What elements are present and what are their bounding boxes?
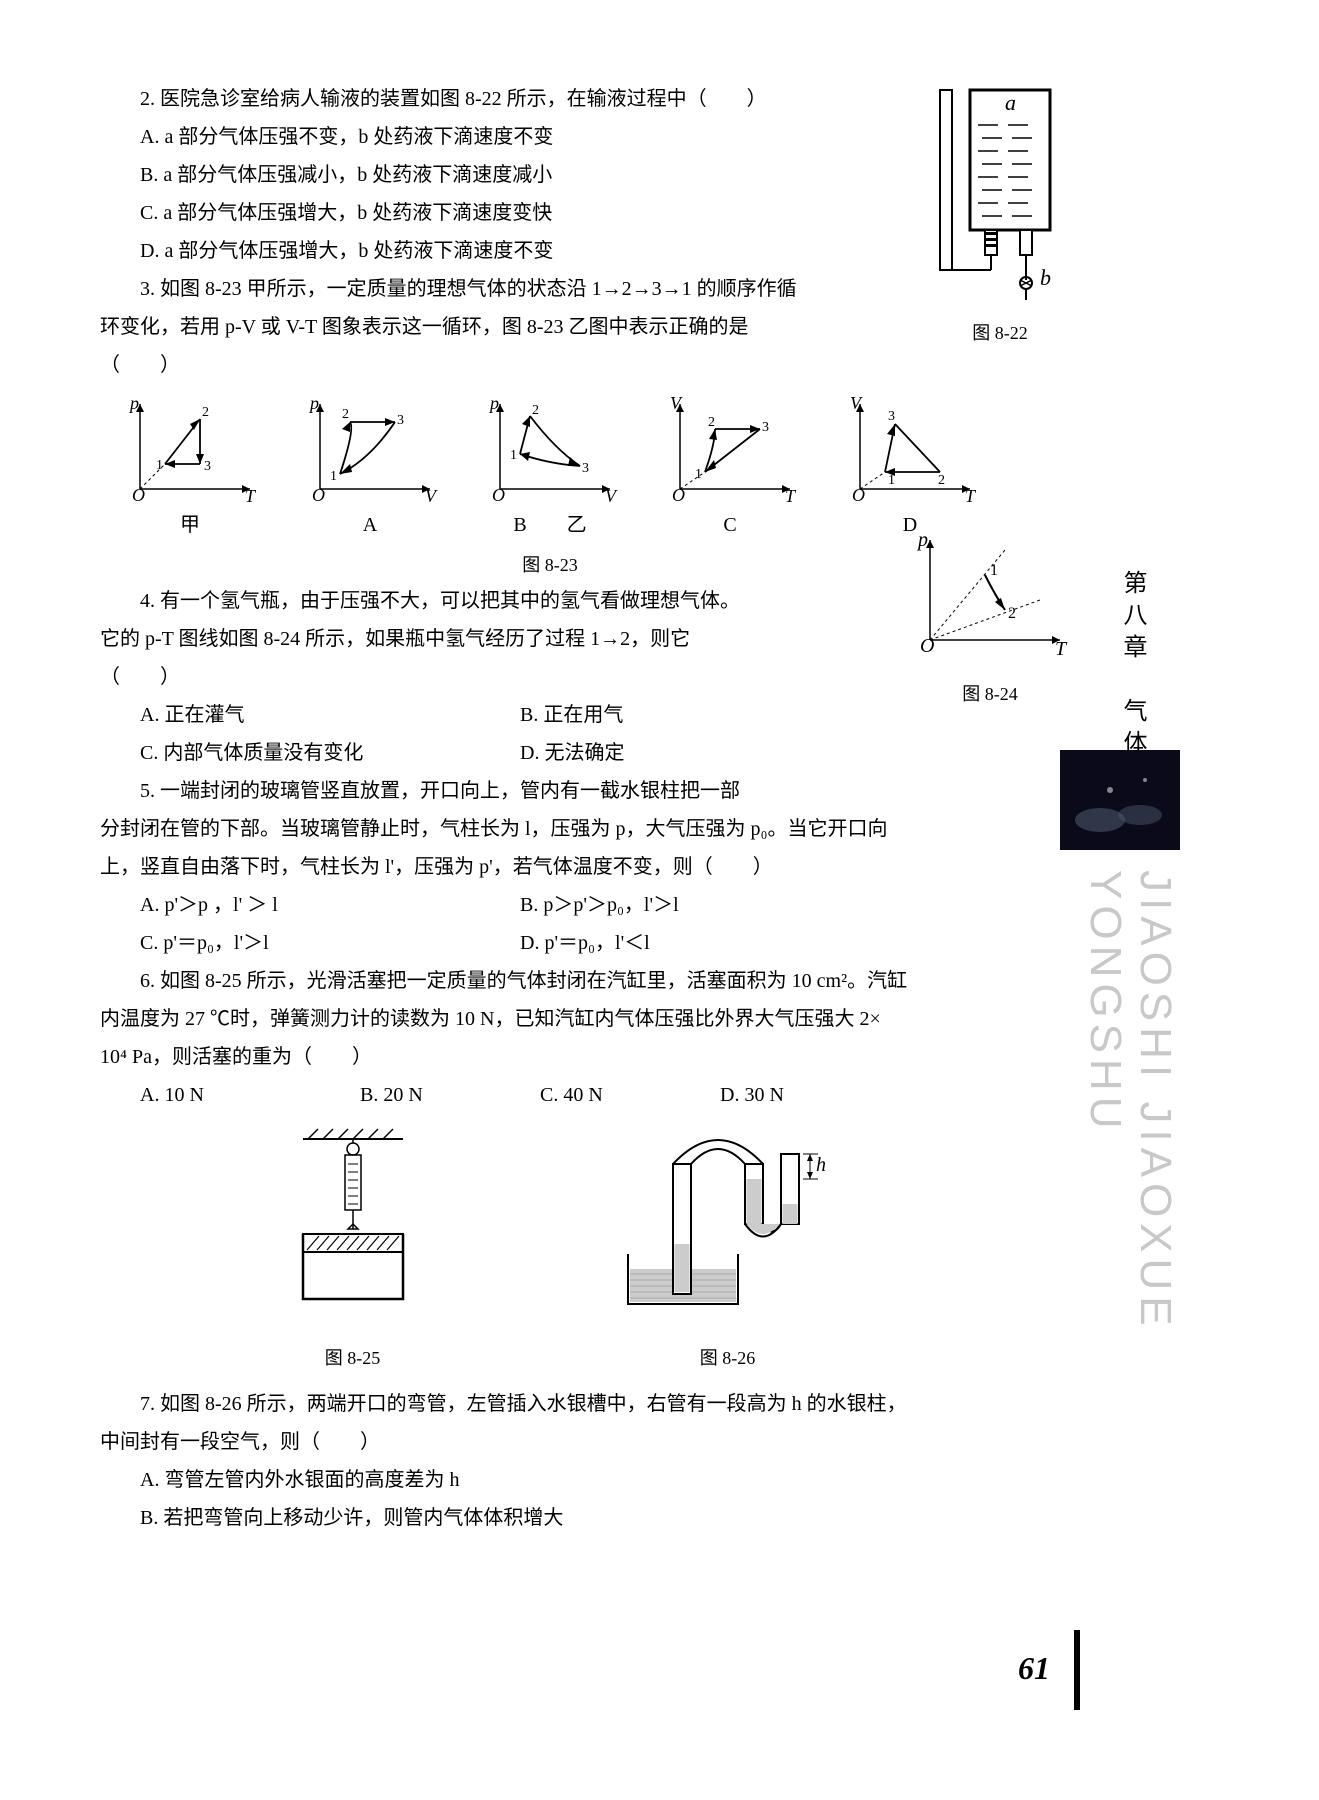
q4-stem2: 它的 p-T 图线如图 8-24 所示，如果瓶中氢气经历了过程 1→2，则它: [100, 620, 820, 658]
q6-opt-c: C. 40 N: [500, 1076, 680, 1114]
svg-text:O: O: [920, 635, 934, 657]
svg-text:1: 1: [330, 469, 337, 484]
q4-opt-a: A. 正在灌气: [100, 696, 480, 734]
svg-text:1: 1: [990, 562, 998, 579]
q7-opt-b: B. 若把弯管向上移动少许，则管内气体体积增大: [100, 1499, 1000, 1537]
svg-text:2: 2: [938, 473, 945, 488]
fig822-caption: 图 8-22: [930, 319, 1070, 345]
svg-text:h: h: [816, 1154, 826, 1176]
q6-stem1: 6. 如图 8-25 所示，光滑活塞把一定质量的气体封闭在汽缸里，活塞面积为 1…: [100, 962, 1000, 1000]
q7-opt-a: A. 弯管左管内外水银面的高度差为 h: [100, 1461, 1000, 1499]
graph-jia: p T O 1 2 3 甲: [115, 394, 265, 544]
q7-stem2: 中间封有一段空气，则（ ）: [100, 1423, 1000, 1461]
svg-text:T: T: [785, 486, 797, 504]
q5-opt-d: D. p'＝p₀，l'＜l: [480, 924, 860, 962]
q5-stem3: 上，竖直自由落下时，气柱长为 l'，压强为 p'，若气体温度不变，则（ ）: [100, 848, 1000, 886]
q7-stem1: 7. 如图 8-26 所示，两端开口的弯管，左管插入水银槽中，右管有一段高为 h…: [100, 1385, 1000, 1423]
q6-stem2: 内温度为 27 ℃时，弹簧测力计的读数为 10 N，已知汽缸内气体压强比外界大气…: [100, 1000, 1000, 1038]
fig824-caption: 图 8-24: [910, 677, 1070, 711]
svg-text:3: 3: [762, 420, 769, 435]
svg-text:p: p: [128, 394, 139, 413]
q2-opt-c: C. a 部分气体压强增大，b 处药液下滴速度变快: [100, 194, 1000, 232]
svg-text:3: 3: [397, 413, 404, 428]
svg-text:2: 2: [202, 405, 209, 420]
svg-text:T: T: [245, 486, 257, 504]
svg-text:1: 1: [156, 458, 163, 473]
q6-opt-a: A. 10 N: [100, 1076, 320, 1114]
figure-8-26: h 图 8-26: [618, 1124, 838, 1375]
svg-text:1: 1: [695, 467, 702, 482]
svg-text:3: 3: [582, 461, 589, 476]
figure-8-23-row: p T O 1 2 3 甲: [100, 394, 1000, 544]
svg-text:p: p: [916, 530, 928, 551]
figures-25-26: 图 8-25: [175, 1124, 925, 1375]
svg-text:T: T: [965, 486, 977, 504]
svg-text:V: V: [425, 486, 438, 504]
q4-opt-c: C. 内部气体质量没有变化: [100, 734, 480, 772]
svg-text:p: p: [308, 394, 319, 413]
svg-text:V: V: [605, 486, 618, 504]
svg-text:O: O: [672, 485, 685, 504]
chapter-label: 第八章 气体: [1115, 570, 1150, 762]
q2-opt-b: B. a 部分气体压强减小，b 处药液下滴速度减小: [100, 156, 1000, 194]
q2-opt-d: D. a 部分气体压强增大，b 处药液下滴速度不变: [100, 232, 1000, 270]
q5-opt-c: C. p'＝p₀，l'＞l: [100, 924, 480, 962]
figure-8-25: 图 8-25: [263, 1124, 443, 1375]
graph-b: p V O 1 2 3 B 乙: [475, 394, 625, 544]
fig825-caption: 图 8-25: [263, 1341, 443, 1375]
watermark: JIAOSHI JIAOXUE YONGSHU: [1080, 870, 1180, 1570]
q4-stem1: 4. 有一个氢气瓶，由于压强不大，可以把其中的氢气看做理想气体。: [100, 582, 820, 620]
figure-8-24: p T O 1 2 图 8-24: [910, 530, 1070, 711]
svg-text:2: 2: [708, 415, 715, 430]
q6-opt-d: D. 30 N: [680, 1076, 860, 1114]
q6-stem3: 10⁴ Pa，则活塞的重为（ ）: [100, 1038, 1000, 1076]
q5-stem1: 5. 一端封闭的玻璃管竖直放置，开口向上，管内有一截水银柱把一部: [100, 772, 850, 810]
page-bar: [1074, 1630, 1080, 1710]
decorative-photo: [1060, 750, 1180, 850]
svg-text:2: 2: [532, 403, 539, 418]
q4-stem3: （ ）: [100, 658, 1000, 696]
q3-stem2: 环变化，若用 p-V 或 V-T 图象表示这一循环，图 8-23 乙图中表示正确…: [100, 308, 1000, 346]
q4-opt-b: B. 正在用气: [480, 696, 860, 734]
q3-stem1: 3. 如图 8-23 甲所示，一定质量的理想气体的状态沿 1→2→3→1 的顺序…: [100, 270, 1000, 308]
q5-opt-a: A. p'＞p ，l' ＞ l: [100, 886, 480, 924]
q3-stem3: （ ）: [100, 346, 1000, 384]
svg-text:O: O: [852, 485, 865, 504]
q2-stem: 2. 医院急诊室给病人输液的装置如图 8-22 所示，在输液过程中（ ）: [100, 80, 1000, 118]
svg-text:3: 3: [204, 459, 211, 474]
graph-d: V T O 1 2 3 D: [835, 394, 985, 544]
q6-opt-b: B. 20 N: [320, 1076, 500, 1114]
figure-8-22: a b 图 8-22: [930, 80, 1070, 345]
svg-text:1: 1: [888, 473, 895, 488]
svg-text:O: O: [312, 485, 325, 504]
svg-text:T: T: [1055, 638, 1068, 660]
graph-c: V T O 1 2 3 C: [655, 394, 805, 544]
fig822-label-a: a: [1005, 90, 1016, 115]
svg-text:2: 2: [1008, 605, 1016, 622]
svg-text:p: p: [488, 394, 499, 413]
svg-text:2: 2: [342, 407, 349, 422]
svg-text:O: O: [132, 485, 145, 504]
q4-opt-d: D. 无法确定: [480, 734, 860, 772]
fig826-caption: 图 8-26: [618, 1341, 838, 1375]
q2-opt-a: A. a 部分气体压强不变，b 处药液下滴速度不变: [100, 118, 1000, 156]
svg-text:3: 3: [888, 409, 895, 424]
fig823-caption: 图 8-23: [100, 548, 1000, 582]
svg-text:1: 1: [510, 448, 517, 463]
fig822-label-b: b: [1040, 265, 1051, 290]
graph-a: p V O 1 2 3 A: [295, 394, 445, 544]
q5-stem2: 分封闭在管的下部。当玻璃管静止时，气柱长为 l，压强为 p，大气压强为 p₀。当…: [100, 810, 1000, 848]
svg-text:O: O: [492, 485, 505, 504]
page-number: 61: [1018, 1650, 1050, 1687]
q5-opt-b: B. p＞p'＞p₀，l'＞l: [480, 886, 860, 924]
